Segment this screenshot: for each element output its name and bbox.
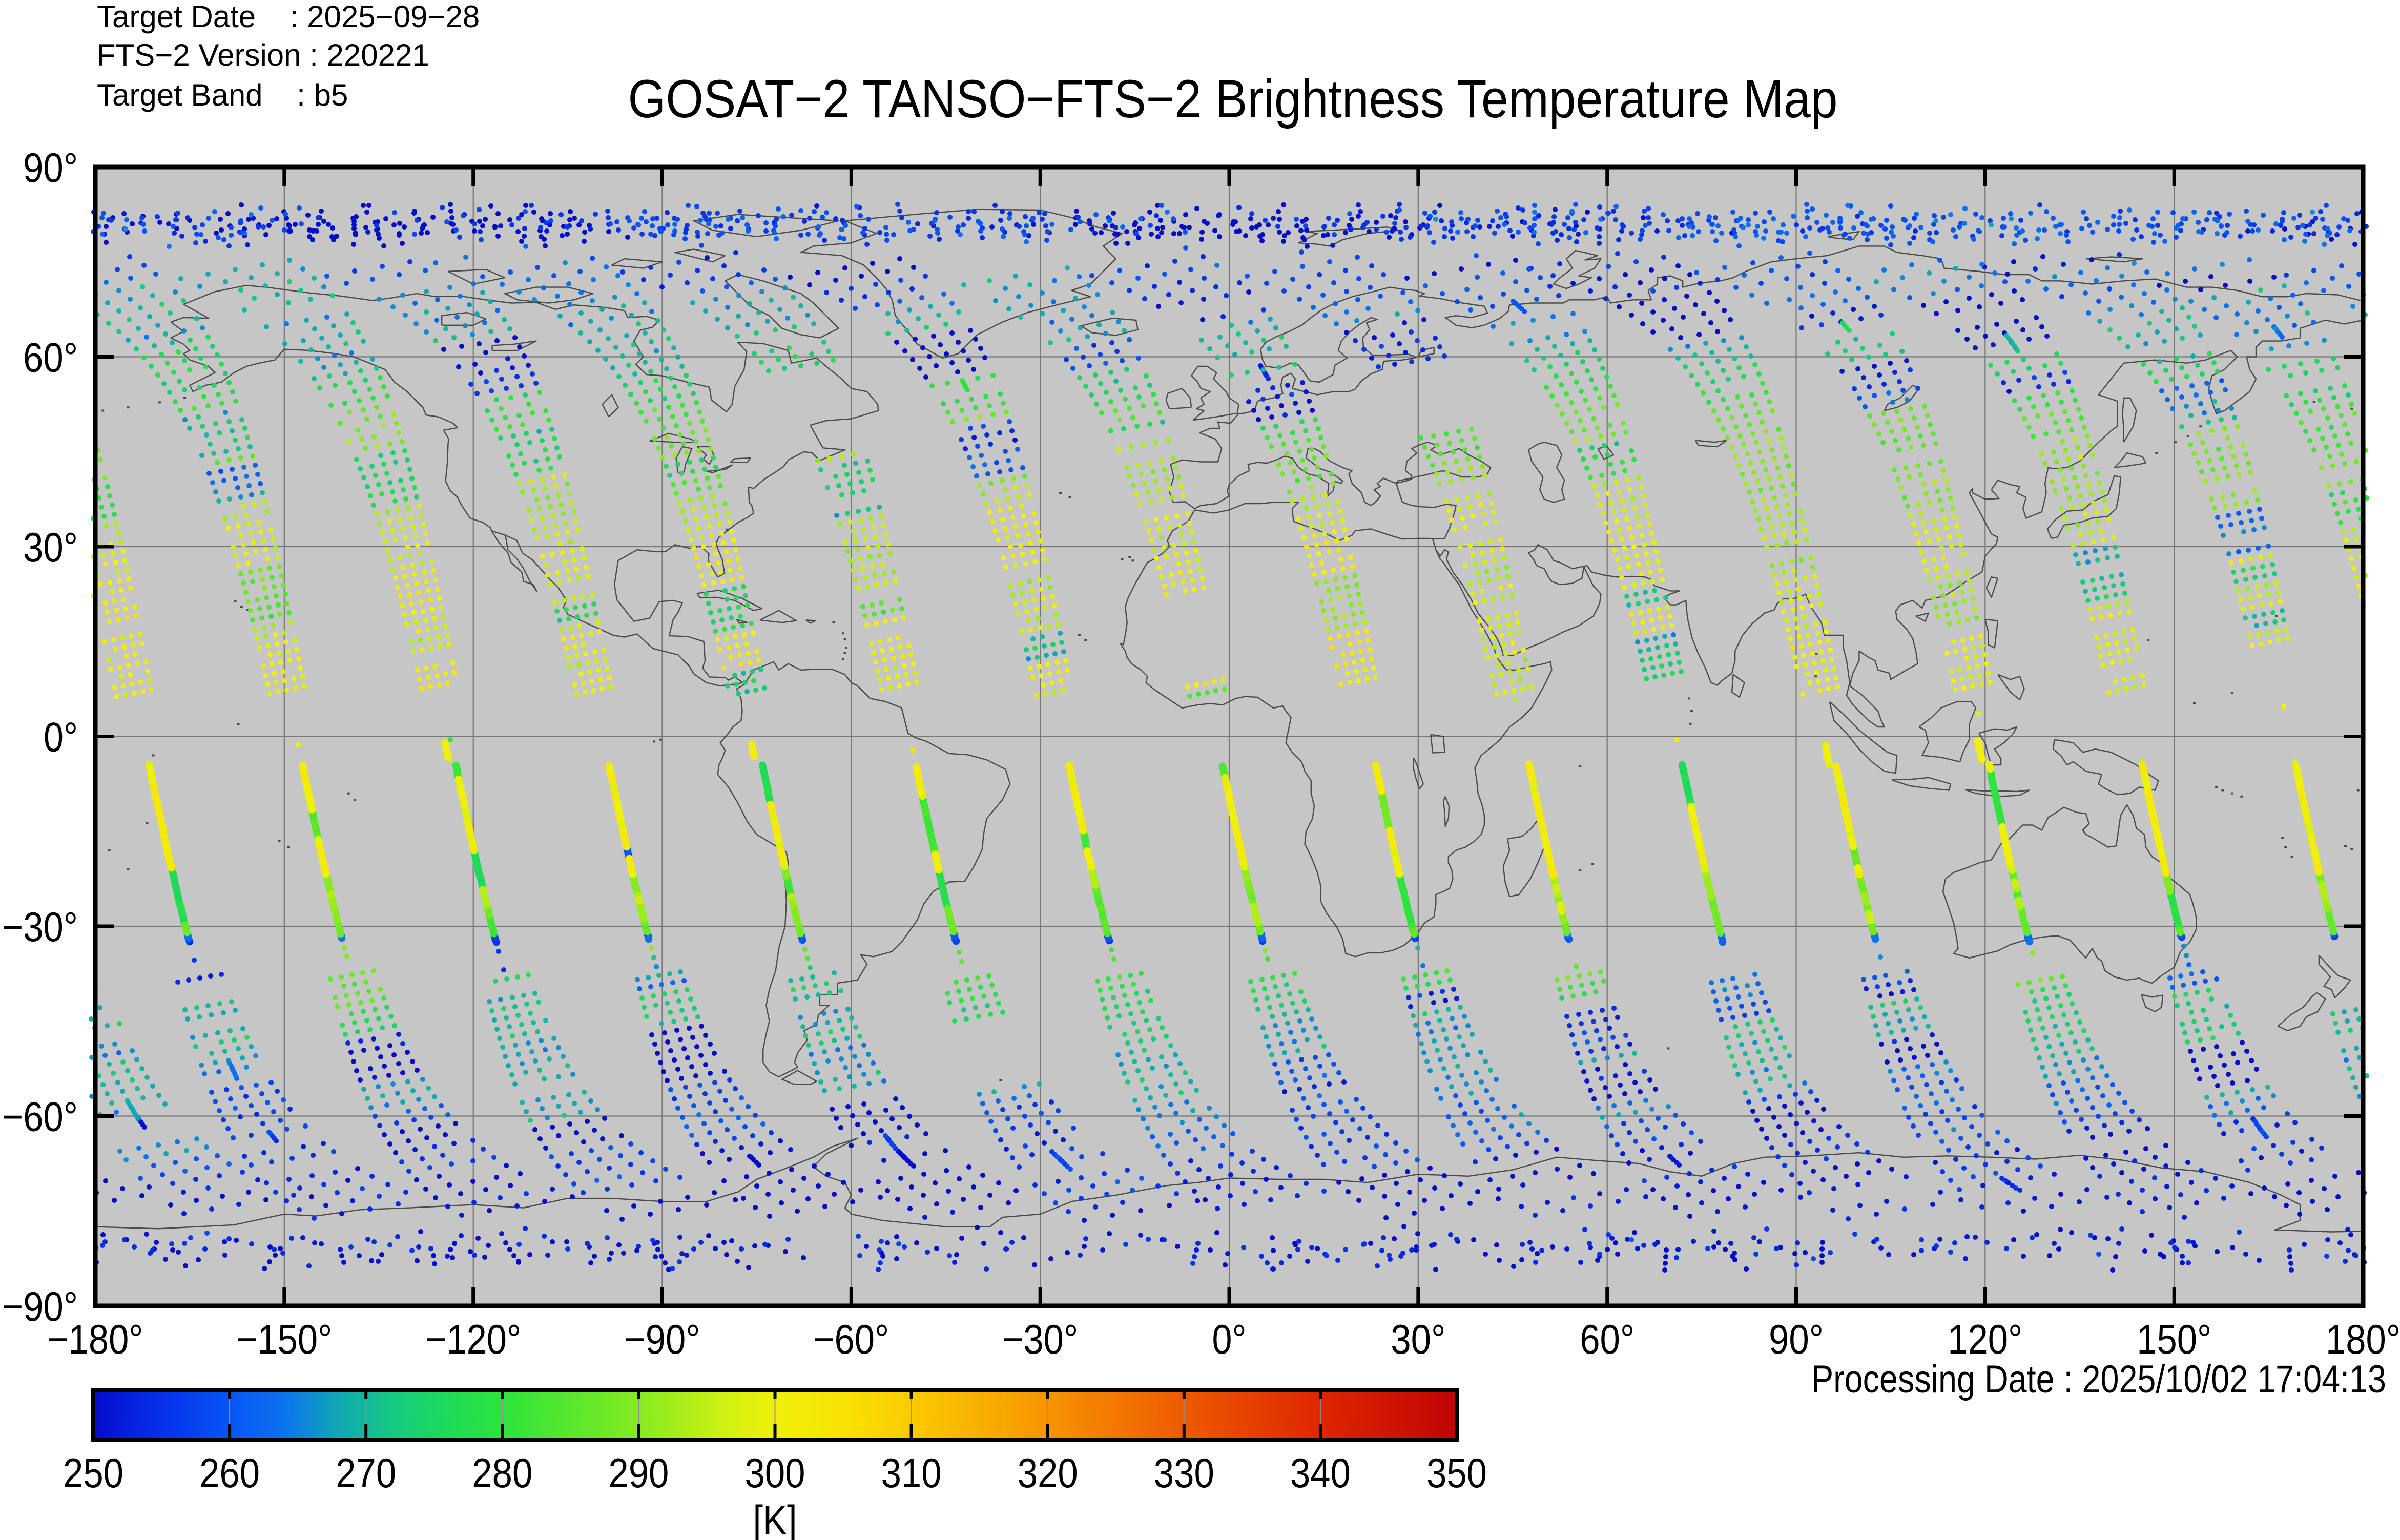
svg-text:Target Band : b5: Target Band : b5: [97, 78, 348, 112]
svg-text:350: 350: [1426, 1450, 1487, 1496]
svg-text:30°: 30°: [23, 525, 78, 571]
svg-text:GOSAT−2 TANSO−FTS−2 Brightness: GOSAT−2 TANSO−FTS−2 Brightness Temperatu…: [628, 69, 1838, 129]
svg-text:150°: 150°: [2137, 1317, 2211, 1363]
svg-text:340: 340: [1290, 1450, 1351, 1496]
svg-text:0°: 0°: [44, 715, 78, 761]
svg-text:[K]: [K]: [753, 1497, 797, 1540]
svg-text:250: 250: [63, 1450, 123, 1496]
svg-text:60°: 60°: [1580, 1317, 1635, 1363]
svg-text:−90°: −90°: [625, 1317, 700, 1363]
svg-text:90°: 90°: [1769, 1317, 1824, 1363]
svg-text:180°: 180°: [2326, 1317, 2400, 1363]
svg-text:Target Date : 2025−09−28: Target Date : 2025−09−28: [97, 0, 480, 34]
svg-text:260: 260: [199, 1450, 260, 1496]
svg-text:−30°: −30°: [2, 904, 78, 950]
svg-text:310: 310: [881, 1450, 942, 1496]
svg-text:−30°: −30°: [1002, 1317, 1078, 1363]
svg-text:290: 290: [608, 1450, 669, 1496]
svg-text:Processing Date : 2025/10/02 1: Processing Date : 2025/10/02 17:04:13: [1811, 1358, 2386, 1401]
svg-text:−120°: −120°: [425, 1317, 521, 1363]
svg-text:60°: 60°: [23, 335, 78, 381]
svg-text:120°: 120°: [1948, 1317, 2022, 1363]
svg-text:270: 270: [336, 1450, 396, 1496]
svg-text:−60°: −60°: [2, 1094, 78, 1140]
svg-text:280: 280: [472, 1450, 532, 1496]
svg-text:300: 300: [745, 1450, 805, 1496]
svg-text:0°: 0°: [1212, 1317, 1247, 1363]
svg-text:−90°: −90°: [2, 1284, 78, 1330]
svg-text:−180°: −180°: [48, 1317, 143, 1363]
svg-text:−150°: −150°: [236, 1317, 332, 1363]
svg-text:330: 330: [1154, 1450, 1214, 1496]
svg-text:FTS−2 Version : 220221: FTS−2 Version : 220221: [97, 38, 429, 72]
svg-text:320: 320: [1018, 1450, 1078, 1496]
svg-text:90°: 90°: [23, 145, 78, 191]
svg-text:−60°: −60°: [813, 1317, 889, 1363]
svg-text:30°: 30°: [1391, 1317, 1445, 1363]
